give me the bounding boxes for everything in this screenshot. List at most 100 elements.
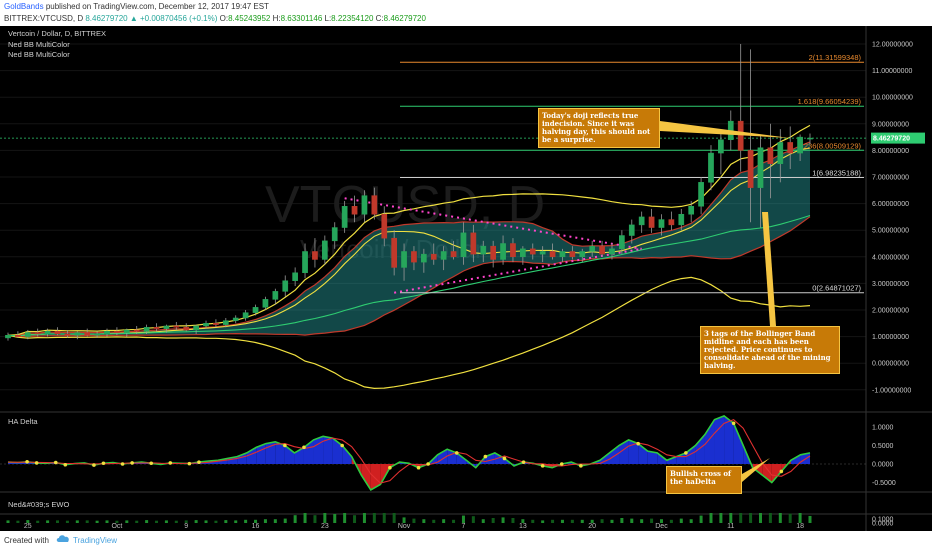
ewo-bar <box>788 513 792 523</box>
ha-cross-dot <box>149 461 154 466</box>
low-label: L: <box>324 14 332 23</box>
candle-body <box>668 219 675 226</box>
last-price: 8.46279720 <box>85 14 128 23</box>
candle-body <box>15 335 21 337</box>
ewo-bar <box>263 519 267 523</box>
symbol-line: BITTREX:VTCUSD, D 8.46279720 ▲ +0.008704… <box>4 14 426 23</box>
fast-ma <box>7 147 811 337</box>
candle-body <box>658 219 665 228</box>
inner-band-upper <box>8 141 811 336</box>
candle-body <box>312 251 318 260</box>
candle-body <box>173 325 180 328</box>
candle-body <box>213 323 219 325</box>
candle-body <box>183 327 190 331</box>
ha-fill-segment <box>628 439 639 464</box>
ha-cross-dot <box>34 461 39 465</box>
price-tick-label: 10.00000000 <box>872 95 913 102</box>
candle-body <box>44 331 51 335</box>
ha-cross-dot <box>340 443 344 448</box>
ewo-bar <box>254 519 258 523</box>
ewo-bar <box>273 519 277 523</box>
tradingview-cloud-icon <box>56 534 70 543</box>
ewo-bar <box>105 520 109 523</box>
candle-body <box>24 332 31 337</box>
ewo-bar <box>521 519 525 523</box>
candle-body <box>391 237 397 268</box>
open-value: 8.45243952 <box>228 14 271 23</box>
bollinger-bands <box>7 124 811 390</box>
fib-label: 1.618(9.66054239) <box>798 97 862 106</box>
fib-label: 0(2.64871027) <box>812 284 861 293</box>
open-label: O: <box>219 14 229 23</box>
candle-body <box>193 325 199 331</box>
ewo-bar <box>560 519 564 523</box>
price-tick-label: 6.00000000 <box>872 201 909 208</box>
chart-canvas[interactable]: VTCUSD, D Vertcoin / Dollar 2(11.3159934… <box>0 26 932 531</box>
candle-body <box>807 137 813 140</box>
inner-band-fill <box>8 141 810 337</box>
candle-body <box>381 213 388 239</box>
candle-body <box>163 325 170 329</box>
fib-label: 1(6.98235188) <box>812 168 861 177</box>
chart-legend-title: Vertcoin / Dollar, D, BITTREX <box>8 29 106 38</box>
ewo-bar <box>689 519 693 523</box>
candle-body <box>5 335 11 339</box>
ha-tick-label: -0.5000 <box>872 480 896 487</box>
candle-body <box>757 147 764 188</box>
candle-body <box>371 195 378 215</box>
candle-body <box>480 245 487 255</box>
time-axis: 25 Oct 9 16 23 Nov 7 13 20 Dec 11 18 <box>24 523 804 530</box>
ewo-bar <box>115 520 119 523</box>
candle-body <box>321 240 328 260</box>
candle-body <box>470 232 477 255</box>
publish-header: GoldBands published on TradingView.com, … <box>0 0 932 26</box>
candle-body <box>708 152 714 183</box>
ha-cross-dot <box>302 445 306 450</box>
callout-doji: Today's doji reflects true indecision. S… <box>538 108 660 148</box>
candle-body <box>133 329 140 332</box>
ewo-bar <box>343 513 347 523</box>
ewo-bar <box>471 516 475 523</box>
ewo-bar <box>46 520 50 523</box>
candle-body <box>262 299 269 308</box>
callout-pointers <box>660 121 790 482</box>
tradingview-brand[interactable]: TradingView <box>73 536 118 545</box>
ha-fill-segment <box>714 415 725 464</box>
ha-cross-dot <box>454 451 459 455</box>
candles <box>5 44 813 341</box>
candle-body <box>114 331 120 333</box>
inner-band-lower <box>7 216 811 338</box>
ewo-bar <box>719 513 723 523</box>
candle-body <box>688 206 695 215</box>
ewo-bar <box>778 513 782 523</box>
candle-body <box>84 332 91 336</box>
candle-body <box>490 245 497 260</box>
ewo-bar <box>26 520 30 523</box>
publish-line: GoldBands published on TradingView.com, … <box>4 2 269 11</box>
price-tick-label: 4.00000000 <box>872 254 909 261</box>
legend-indicator-2: Ned BB MultiColor <box>8 50 70 59</box>
ewo-bar <box>6 520 10 523</box>
ewo-bar <box>669 519 673 523</box>
ewo-bar <box>541 520 545 523</box>
price-tick-label: 2.00000000 <box>872 308 909 315</box>
ha-cross-dot <box>731 421 736 426</box>
ha-cross-dot <box>483 454 488 459</box>
candle-body <box>737 120 744 151</box>
ewo-bar <box>174 520 178 523</box>
ha-cross-dot <box>168 461 173 465</box>
time-tick-label: 23 <box>321 523 329 530</box>
ewo-bar <box>610 519 614 523</box>
ewo-bar <box>630 518 634 523</box>
ewo-bar <box>511 518 515 523</box>
candle-body <box>222 320 229 325</box>
ha-delta-title: HA Delta <box>8 417 38 426</box>
author-link[interactable]: GoldBands <box>4 2 44 11</box>
chart-area[interactable]: VTCUSD, D Vertcoin / Dollar 2(11.3159934… <box>0 26 932 531</box>
ewo-bar <box>659 519 663 523</box>
ha-cross-dot <box>636 441 640 446</box>
ewo-title: Ned&#039;s EWO <box>8 500 70 509</box>
ewo-bar <box>244 519 248 523</box>
close-value: 8.46279720 <box>383 14 426 23</box>
candle-body <box>74 332 81 336</box>
